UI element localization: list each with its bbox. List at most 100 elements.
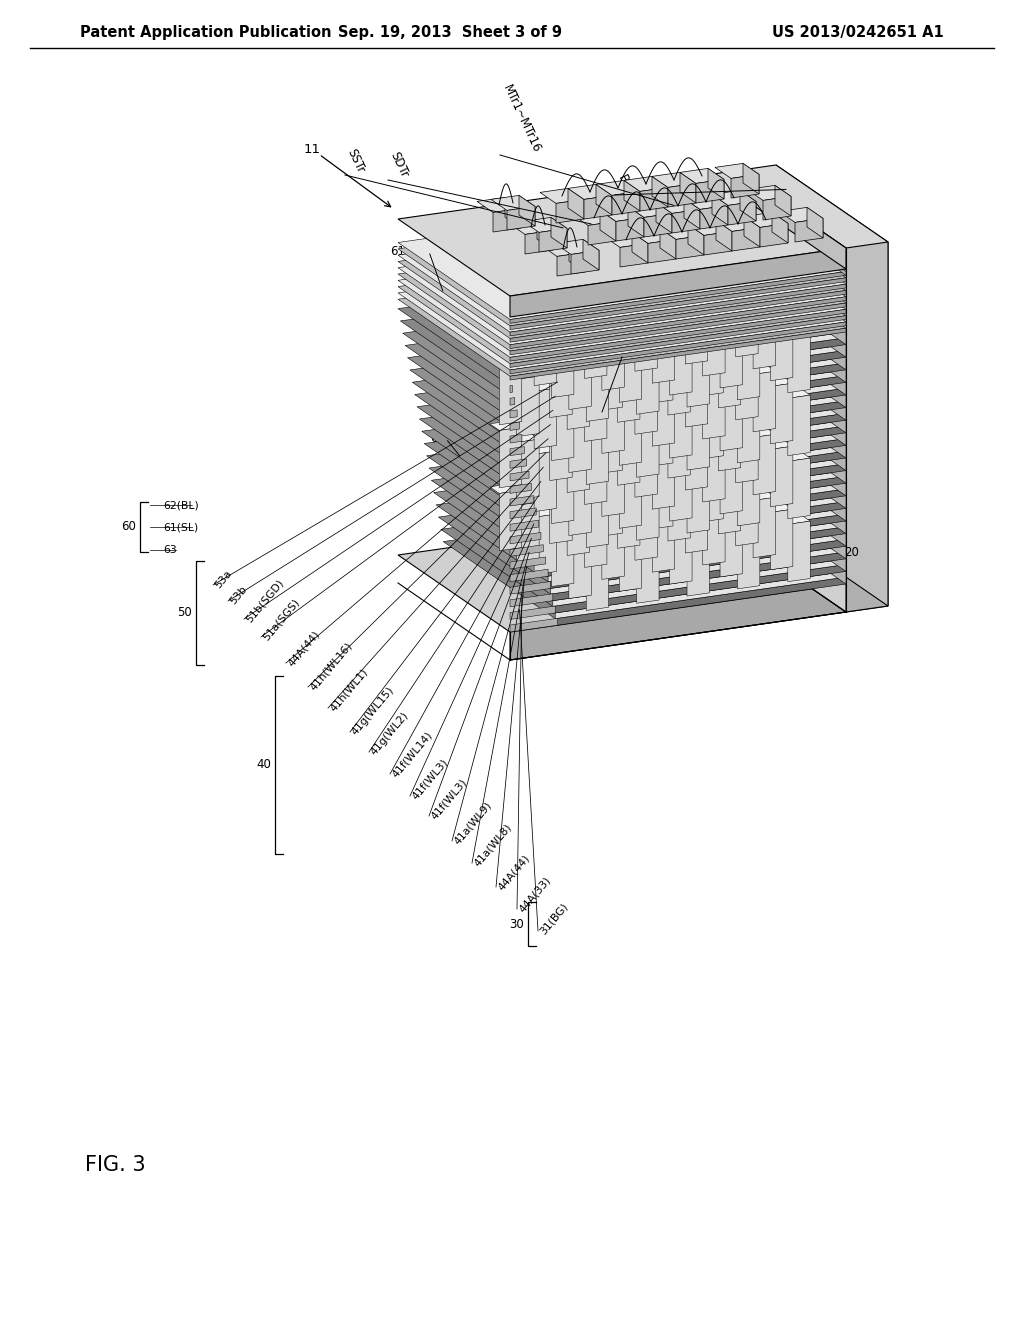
Polygon shape bbox=[709, 404, 740, 413]
Text: 63: 63 bbox=[430, 432, 444, 445]
Polygon shape bbox=[770, 321, 793, 380]
Polygon shape bbox=[398, 226, 846, 351]
Polygon shape bbox=[676, 422, 708, 433]
Polygon shape bbox=[559, 342, 591, 352]
Polygon shape bbox=[678, 529, 710, 539]
Polygon shape bbox=[670, 397, 692, 458]
Polygon shape bbox=[711, 384, 742, 393]
Polygon shape bbox=[734, 469, 846, 558]
Polygon shape bbox=[602, 330, 625, 391]
Polygon shape bbox=[641, 273, 673, 282]
Polygon shape bbox=[535, 388, 556, 449]
Polygon shape bbox=[624, 177, 668, 191]
Polygon shape bbox=[477, 198, 521, 213]
Polygon shape bbox=[551, 546, 846, 594]
Polygon shape bbox=[643, 506, 675, 515]
Polygon shape bbox=[604, 232, 648, 247]
Polygon shape bbox=[406, 298, 846, 422]
Text: 41g(WL15): 41g(WL15) bbox=[350, 685, 396, 737]
Polygon shape bbox=[544, 513, 846, 564]
Polygon shape bbox=[668, 292, 690, 352]
Polygon shape bbox=[510, 459, 526, 469]
Polygon shape bbox=[436, 462, 846, 582]
Polygon shape bbox=[701, 399, 723, 459]
Polygon shape bbox=[540, 189, 584, 203]
Text: MTr1~MTr16: MTr1~MTr16 bbox=[500, 83, 543, 154]
Polygon shape bbox=[702, 315, 725, 376]
Polygon shape bbox=[552, 337, 573, 397]
Polygon shape bbox=[691, 455, 723, 465]
Polygon shape bbox=[787, 458, 810, 519]
Polygon shape bbox=[676, 486, 708, 496]
Polygon shape bbox=[490, 195, 535, 210]
Text: FIG. 3: FIG. 3 bbox=[85, 1155, 145, 1175]
Polygon shape bbox=[510, 315, 846, 367]
Polygon shape bbox=[637, 543, 659, 603]
Polygon shape bbox=[415, 348, 846, 471]
Text: 62(BL): 62(BL) bbox=[592, 417, 628, 426]
Polygon shape bbox=[693, 372, 725, 381]
Polygon shape bbox=[510, 520, 539, 531]
Polygon shape bbox=[715, 164, 759, 178]
Polygon shape bbox=[526, 420, 846, 471]
Polygon shape bbox=[557, 363, 590, 372]
Polygon shape bbox=[542, 393, 573, 403]
Polygon shape bbox=[398, 260, 846, 385]
Polygon shape bbox=[735, 486, 758, 546]
Polygon shape bbox=[510, 248, 846, 317]
Polygon shape bbox=[650, 405, 673, 466]
Text: 62(BL): 62(BL) bbox=[163, 500, 199, 510]
Text: 41f(WL14): 41f(WL14) bbox=[390, 729, 434, 779]
Polygon shape bbox=[702, 504, 725, 565]
Polygon shape bbox=[569, 539, 591, 598]
Polygon shape bbox=[553, 565, 846, 614]
Polygon shape bbox=[441, 487, 846, 606]
Polygon shape bbox=[588, 222, 616, 246]
Polygon shape bbox=[515, 363, 846, 417]
Polygon shape bbox=[507, 433, 540, 442]
Polygon shape bbox=[637, 417, 659, 478]
Polygon shape bbox=[734, 444, 846, 533]
Polygon shape bbox=[509, 219, 553, 235]
Polygon shape bbox=[524, 445, 556, 454]
Polygon shape bbox=[728, 459, 760, 469]
Polygon shape bbox=[510, 422, 519, 430]
Polygon shape bbox=[398, 207, 846, 333]
Polygon shape bbox=[668, 417, 690, 478]
Polygon shape bbox=[546, 527, 846, 577]
Polygon shape bbox=[519, 388, 846, 442]
Polygon shape bbox=[676, 297, 708, 306]
Polygon shape bbox=[617, 425, 640, 486]
Polygon shape bbox=[534, 458, 846, 508]
Polygon shape bbox=[734, 165, 888, 248]
Polygon shape bbox=[616, 218, 644, 242]
Polygon shape bbox=[510, 333, 846, 385]
Polygon shape bbox=[660, 391, 692, 401]
Polygon shape bbox=[705, 231, 732, 255]
Polygon shape bbox=[688, 224, 705, 255]
Polygon shape bbox=[658, 474, 690, 483]
Polygon shape bbox=[652, 385, 675, 446]
Polygon shape bbox=[550, 483, 572, 544]
Polygon shape bbox=[743, 302, 775, 312]
Polygon shape bbox=[600, 413, 623, 474]
Text: 60: 60 bbox=[121, 520, 136, 533]
Polygon shape bbox=[398, 201, 846, 326]
Polygon shape bbox=[510, 290, 846, 342]
Polygon shape bbox=[408, 312, 846, 434]
Polygon shape bbox=[728, 396, 760, 405]
Polygon shape bbox=[656, 202, 672, 234]
Polygon shape bbox=[712, 190, 756, 206]
Polygon shape bbox=[720, 327, 742, 388]
Polygon shape bbox=[546, 521, 846, 569]
Polygon shape bbox=[519, 383, 846, 434]
Polygon shape bbox=[434, 450, 846, 569]
Polygon shape bbox=[734, 407, 846, 496]
Polygon shape bbox=[687, 409, 710, 470]
Polygon shape bbox=[734, 482, 846, 572]
Polygon shape bbox=[641, 462, 673, 471]
Polygon shape bbox=[709, 277, 740, 288]
Polygon shape bbox=[585, 318, 607, 379]
Polygon shape bbox=[556, 199, 584, 223]
Polygon shape bbox=[553, 558, 846, 606]
